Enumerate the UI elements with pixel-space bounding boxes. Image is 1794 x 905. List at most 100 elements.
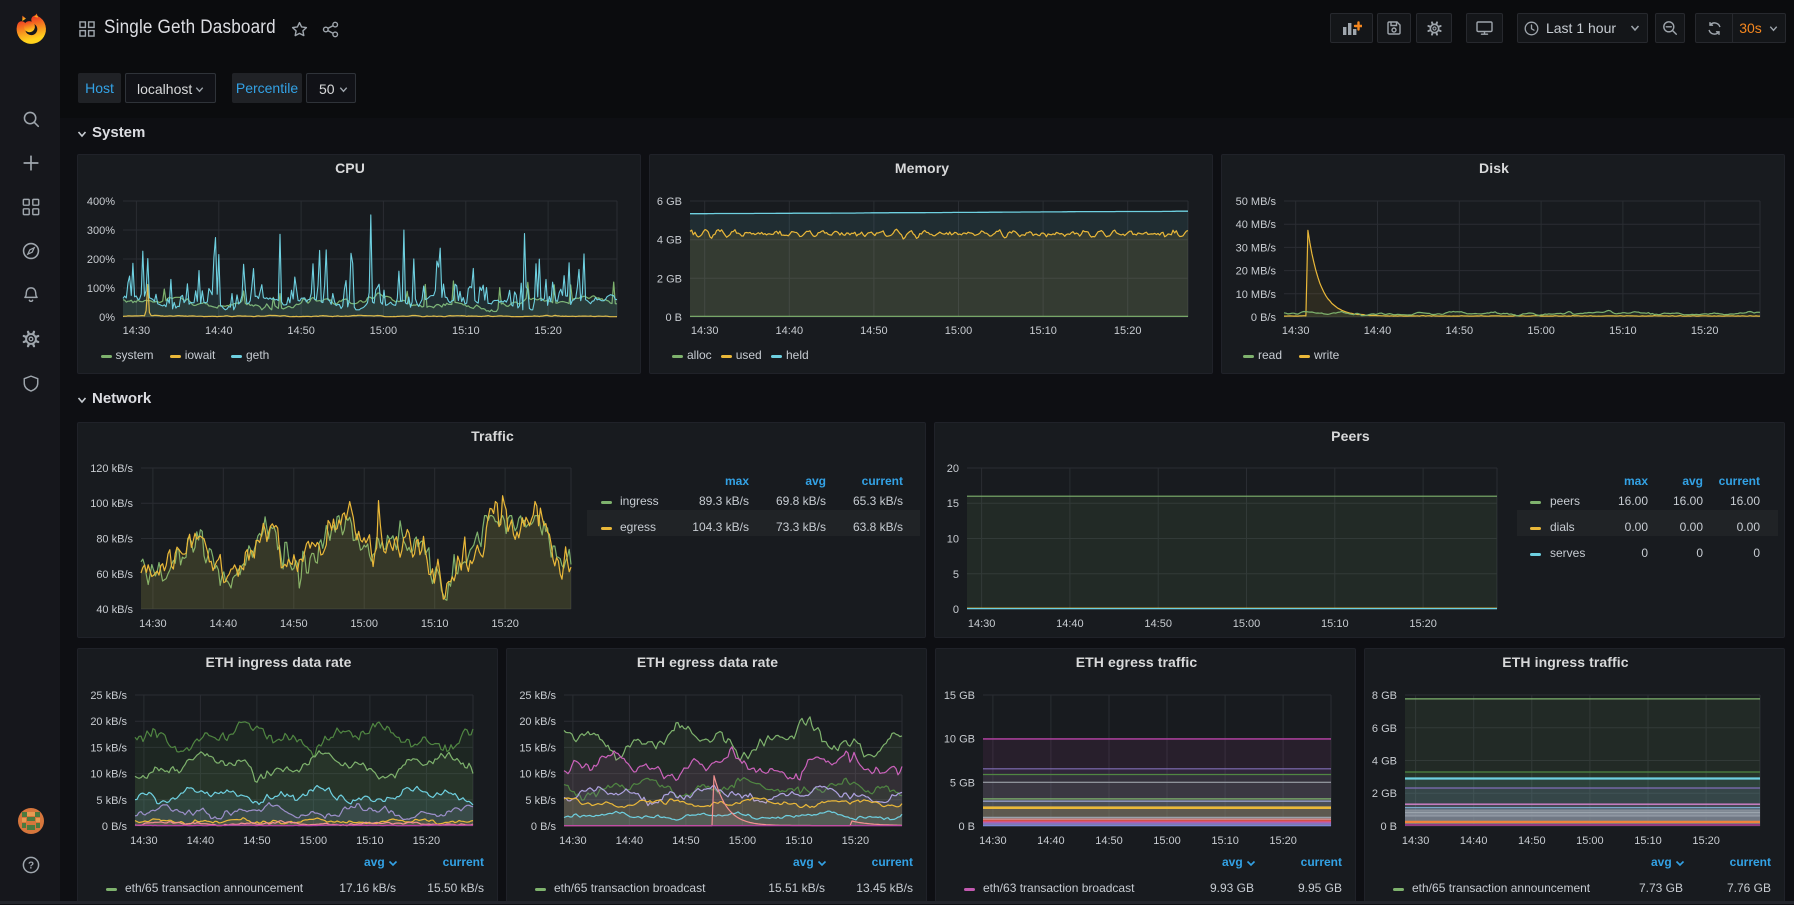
svg-text:14:30: 14:30 <box>979 835 1007 847</box>
svg-text:15:20: 15:20 <box>534 325 562 337</box>
svg-text:14:40: 14:40 <box>1037 835 1065 847</box>
svg-text:15:10: 15:10 <box>785 835 813 847</box>
svg-text:15:10: 15:10 <box>1609 325 1637 337</box>
svg-text:15:20: 15:20 <box>1692 835 1720 847</box>
svg-text:15:00: 15:00 <box>350 618 378 630</box>
svg-text:0 B: 0 B <box>1380 821 1397 833</box>
svg-text:40 MB/s: 40 MB/s <box>1236 219 1277 231</box>
svg-text:6 GB: 6 GB <box>1372 723 1397 735</box>
svg-text:30 MB/s: 30 MB/s <box>1236 242 1277 254</box>
svg-text:20 MB/s: 20 MB/s <box>1236 266 1277 278</box>
svg-text:15:00: 15:00 <box>1576 835 1604 847</box>
svg-text:15:10: 15:10 <box>1029 325 1057 337</box>
svg-text:14:30: 14:30 <box>1282 325 1310 337</box>
svg-text:15:20: 15:20 <box>1409 618 1437 630</box>
svg-text:0 B/s: 0 B/s <box>1251 312 1277 324</box>
svg-text:15:00: 15:00 <box>1153 835 1181 847</box>
svg-text:14:50: 14:50 <box>860 325 888 337</box>
svg-text:5 kB/s: 5 kB/s <box>96 795 127 807</box>
svg-text:40 kB/s: 40 kB/s <box>96 604 133 616</box>
svg-text:14:50: 14:50 <box>1144 618 1172 630</box>
svg-text:14:50: 14:50 <box>672 835 700 847</box>
svg-text:14:30: 14:30 <box>968 618 996 630</box>
svg-text:10 GB: 10 GB <box>944 734 975 746</box>
svg-text:14:30: 14:30 <box>559 835 587 847</box>
svg-text:400%: 400% <box>87 196 115 208</box>
svg-text:0: 0 <box>953 604 959 616</box>
svg-text:14:40: 14:40 <box>210 618 238 630</box>
svg-text:14:40: 14:40 <box>616 835 644 847</box>
svg-text:100%: 100% <box>87 283 115 295</box>
svg-text:15:10: 15:10 <box>1211 835 1239 847</box>
svg-text:14:30: 14:30 <box>130 835 158 847</box>
svg-text:14:30: 14:30 <box>1402 835 1430 847</box>
svg-text:14:40: 14:40 <box>1364 325 1392 337</box>
svg-text:4 GB: 4 GB <box>657 235 682 247</box>
svg-text:15:00: 15:00 <box>1233 618 1261 630</box>
svg-text:15:00: 15:00 <box>945 325 973 337</box>
svg-text:15:20: 15:20 <box>1114 325 1142 337</box>
svg-text:25 kB/s: 25 kB/s <box>519 690 556 702</box>
svg-text:14:50: 14:50 <box>1518 835 1546 847</box>
svg-text:14:40: 14:40 <box>1056 618 1084 630</box>
svg-text:0%: 0% <box>99 312 115 324</box>
svg-text:120 kB/s: 120 kB/s <box>90 463 133 475</box>
svg-text:20 kB/s: 20 kB/s <box>519 716 556 728</box>
svg-text:300%: 300% <box>87 225 115 237</box>
svg-text:14:30: 14:30 <box>139 618 167 630</box>
svg-text:14:40: 14:40 <box>205 325 233 337</box>
svg-text:15:00: 15:00 <box>1527 325 1555 337</box>
svg-text:15 kB/s: 15 kB/s <box>90 742 127 754</box>
svg-text:15 kB/s: 15 kB/s <box>519 742 556 754</box>
svg-text:200%: 200% <box>87 254 115 266</box>
svg-text:10 kB/s: 10 kB/s <box>519 769 556 781</box>
svg-text:4 GB: 4 GB <box>1372 756 1397 768</box>
svg-text:5 GB: 5 GB <box>950 777 975 789</box>
svg-text:15 GB: 15 GB <box>944 690 975 702</box>
svg-text:14:40: 14:40 <box>776 325 804 337</box>
svg-text:14:50: 14:50 <box>243 835 271 847</box>
svg-text:5 kB/s: 5 kB/s <box>525 795 556 807</box>
svg-text:15:10: 15:10 <box>1634 835 1662 847</box>
svg-text:10 MB/s: 10 MB/s <box>1236 289 1277 301</box>
svg-text:15:10: 15:10 <box>356 835 384 847</box>
svg-text:0 B/s: 0 B/s <box>531 821 557 833</box>
svg-text:2 GB: 2 GB <box>1372 788 1397 800</box>
svg-text:?: ? <box>28 861 34 872</box>
svg-text:14:50: 14:50 <box>287 325 315 337</box>
svg-text:14:40: 14:40 <box>1460 835 1488 847</box>
svg-text:25 kB/s: 25 kB/s <box>90 690 127 702</box>
svg-text:15:20: 15:20 <box>1691 325 1719 337</box>
svg-text:15:20: 15:20 <box>491 618 519 630</box>
svg-text:14:50: 14:50 <box>1446 325 1474 337</box>
svg-text:10 kB/s: 10 kB/s <box>90 769 127 781</box>
svg-text:0 B/s: 0 B/s <box>102 821 128 833</box>
svg-text:20: 20 <box>947 463 959 475</box>
svg-text:100 kB/s: 100 kB/s <box>90 498 133 510</box>
svg-text:20 kB/s: 20 kB/s <box>90 716 127 728</box>
svg-text:14:30: 14:30 <box>691 325 719 337</box>
svg-text:15:00: 15:00 <box>370 325 398 337</box>
svg-text:5: 5 <box>953 569 959 581</box>
svg-text:15:10: 15:10 <box>421 618 449 630</box>
svg-text:15:20: 15:20 <box>413 835 441 847</box>
svg-text:2 GB: 2 GB <box>657 273 682 285</box>
svg-text:50 MB/s: 50 MB/s <box>1236 196 1277 208</box>
svg-text:15:10: 15:10 <box>452 325 480 337</box>
svg-text:80 kB/s: 80 kB/s <box>96 534 133 546</box>
svg-text:0 B: 0 B <box>958 821 975 833</box>
svg-text:15:00: 15:00 <box>729 835 757 847</box>
svg-text:15:20: 15:20 <box>842 835 870 847</box>
svg-text:0 B: 0 B <box>665 312 682 324</box>
svg-text:14:30: 14:30 <box>123 325 151 337</box>
svg-text:14:50: 14:50 <box>1095 835 1123 847</box>
svg-text:15: 15 <box>947 498 959 510</box>
svg-text:15:10: 15:10 <box>1321 618 1349 630</box>
svg-text:15:00: 15:00 <box>300 835 328 847</box>
svg-text:14:40: 14:40 <box>187 835 215 847</box>
svg-text:60 kB/s: 60 kB/s <box>96 569 133 581</box>
svg-text:8 GB: 8 GB <box>1372 690 1397 702</box>
svg-text:15:20: 15:20 <box>1269 835 1297 847</box>
svg-text:14:50: 14:50 <box>280 618 308 630</box>
svg-text:6 GB: 6 GB <box>657 196 682 208</box>
